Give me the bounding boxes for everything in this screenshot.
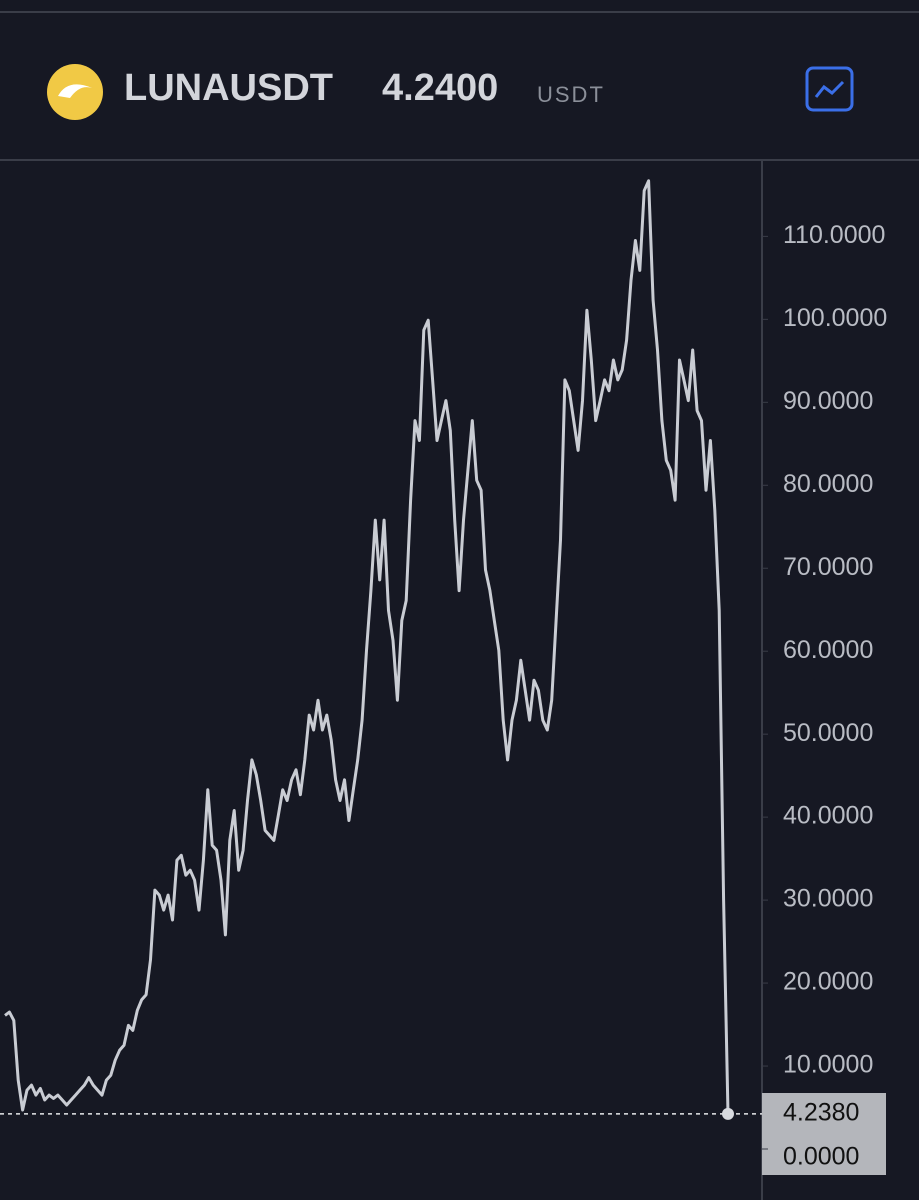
button-frame[interactable] xyxy=(805,66,854,112)
y-tick-label: 20.0000 xyxy=(783,968,873,996)
button-icon[interactable] xyxy=(814,80,845,98)
y-tick-label: 40.0000 xyxy=(783,802,873,830)
y-tick-label: 30.0000 xyxy=(783,885,873,913)
y-tick-label: 10.0000 xyxy=(783,1051,873,1079)
chart-type-button[interactable] xyxy=(805,66,854,112)
price-line xyxy=(4,179,730,1114)
last-price-dot xyxy=(722,1107,734,1120)
price-label-box xyxy=(762,1093,886,1175)
y-tick-label: 110.0000 xyxy=(783,221,885,249)
y-tick-label: 90.0000 xyxy=(783,387,873,415)
coin-logo-mark xyxy=(58,84,92,98)
unit: USDT xyxy=(537,82,605,107)
y-tick-label: 0.0000 xyxy=(783,1143,859,1171)
price: 4.2400 xyxy=(382,67,498,109)
y-tick-label: 50.0000 xyxy=(783,719,873,747)
y-tick-label: 100.0000 xyxy=(783,304,887,332)
y-tick-label: 60.0000 xyxy=(783,636,873,664)
y-tick-label: 80.0000 xyxy=(783,470,873,498)
y-tick-label: 70.0000 xyxy=(783,553,873,581)
last-price-label: 4.2380 xyxy=(783,1099,859,1127)
symbol: LUNAUSDT xyxy=(124,67,333,109)
